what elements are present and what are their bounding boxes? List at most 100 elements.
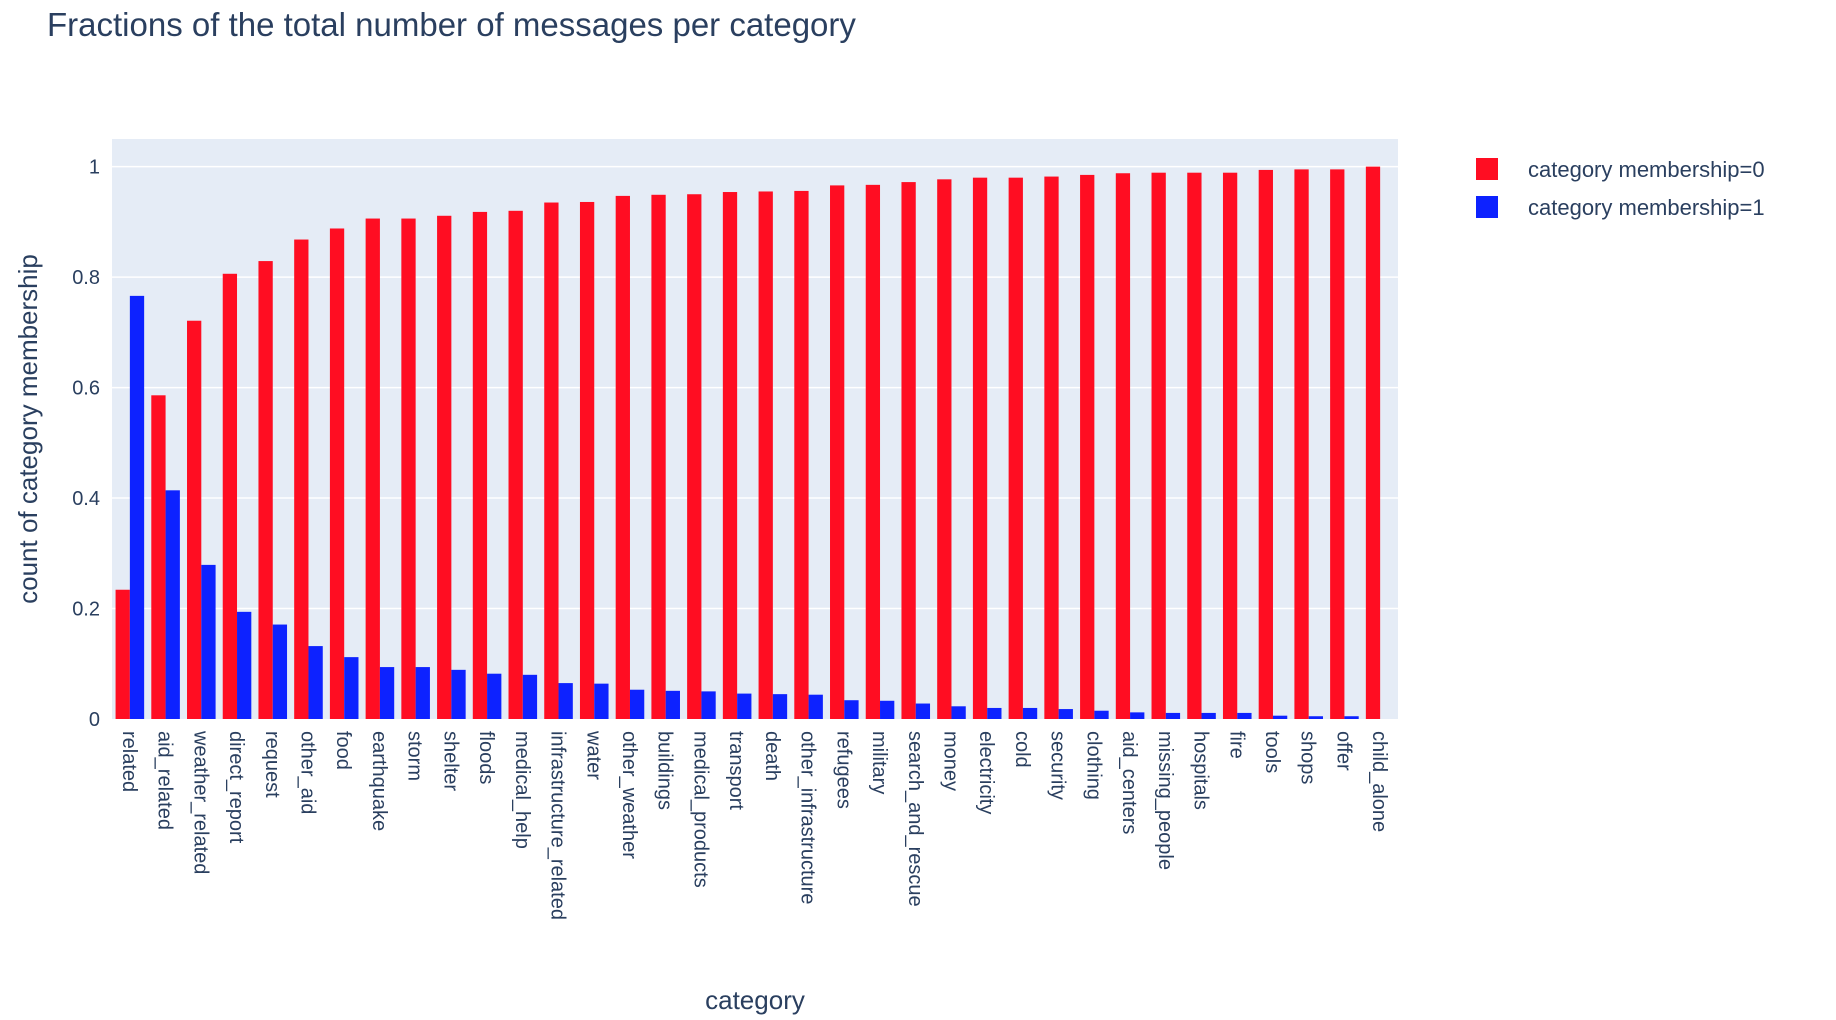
bar-membership-1[interactable] (415, 667, 430, 719)
bar-membership-1[interactable] (951, 706, 966, 719)
bar-membership-1[interactable] (1308, 716, 1323, 719)
y-axis-title: count of category membership (13, 254, 43, 604)
bar-membership-1[interactable] (772, 694, 788, 719)
bar-membership-1[interactable] (629, 689, 645, 719)
bar-membership-0[interactable] (1115, 173, 1131, 719)
bar-membership-1[interactable] (594, 683, 609, 719)
bar-membership-1[interactable] (379, 667, 395, 719)
bar-membership-1[interactable] (451, 669, 466, 719)
bar-membership-0[interactable] (1187, 172, 1202, 719)
bar-membership-0[interactable] (1151, 172, 1166, 719)
bar-membership-1[interactable] (201, 564, 216, 719)
bar-membership-0[interactable] (258, 261, 273, 719)
bar-membership-0[interactable] (151, 395, 166, 719)
bar-membership-1[interactable] (308, 646, 323, 719)
bar-membership-1[interactable] (165, 490, 180, 719)
x-tick-label: buildings (654, 731, 676, 810)
bar-membership-0[interactable] (758, 191, 773, 719)
bar-membership-1[interactable] (808, 694, 823, 719)
x-tick-label: aid_centers (1118, 731, 1140, 834)
bar-membership-1[interactable] (237, 611, 252, 719)
bar-membership-1[interactable] (1022, 707, 1038, 719)
y-tick-label: 0.4 (72, 488, 100, 510)
bar-membership-1[interactable] (344, 657, 359, 719)
bar-membership-1[interactable] (1058, 709, 1073, 719)
x-tick-label: other_weather (618, 731, 640, 859)
bar-membership-1[interactable] (701, 691, 716, 719)
plot-area (112, 139, 1398, 719)
bar-membership-1[interactable] (1165, 712, 1181, 719)
bar-membership-0[interactable] (794, 190, 809, 719)
bar-membership-0[interactable] (401, 218, 416, 720)
legend-label[interactable]: category membership=1 (1528, 195, 1765, 220)
bar-membership-0[interactable] (1365, 166, 1381, 720)
bar-membership-0[interactable] (508, 210, 523, 720)
bar-membership-1[interactable] (1272, 715, 1288, 719)
bar-membership-0[interactable] (722, 192, 738, 719)
bar-membership-0[interactable] (329, 228, 345, 719)
bar-membership-1[interactable] (1344, 716, 1359, 719)
bar-membership-1[interactable] (1094, 710, 1109, 719)
bar-membership-0[interactable] (115, 589, 130, 719)
y-axis-ticks: 0 0.2 0.4 0.6 0.8 1 (72, 157, 100, 731)
bar-membership-1[interactable] (129, 295, 145, 719)
bar-membership-1[interactable] (737, 693, 752, 719)
bar-membership-0[interactable] (865, 184, 881, 719)
bar-membership-0[interactable] (544, 202, 559, 719)
bar-membership-0[interactable] (1330, 169, 1345, 719)
x-tick-label: floods (475, 731, 497, 784)
bar-membership-0[interactable] (651, 194, 666, 720)
bar-membership-0[interactable] (1222, 172, 1238, 719)
bar-membership-1[interactable] (1130, 712, 1145, 719)
x-tick-label: military (868, 731, 890, 794)
x-tick-label: transport (725, 731, 747, 810)
x-tick-label: other_infrastructure (797, 731, 819, 904)
bar-membership-1[interactable] (915, 703, 931, 719)
legend[interactable]: category membership=0 category membership… (1476, 157, 1765, 220)
bar-membership-0[interactable] (1008, 177, 1023, 719)
bar-membership-1[interactable] (880, 700, 895, 719)
bar-membership-0[interactable] (1258, 169, 1273, 719)
bar-membership-0[interactable] (901, 182, 916, 720)
bar-membership-0[interactable] (937, 179, 952, 720)
bar-membership-0[interactable] (1044, 176, 1059, 720)
y-tick-label: 0.8 (72, 267, 100, 289)
x-tick-label: shops (1297, 731, 1319, 784)
bar-membership-0[interactable] (437, 215, 452, 719)
x-tick-label: direct_report (225, 731, 247, 844)
x-tick-label: earthquake (368, 731, 390, 831)
x-tick-label: other_aid (296, 731, 318, 814)
bar-membership-0[interactable] (187, 320, 202, 719)
bar-membership-1[interactable] (1237, 712, 1252, 719)
x-tick-label: child_alone (1368, 731, 1390, 832)
bar-membership-0[interactable] (365, 218, 380, 720)
legend-swatch[interactable] (1476, 196, 1498, 218)
bar-membership-1[interactable] (522, 674, 538, 719)
x-tick-label: hospitals (1190, 731, 1212, 810)
bar-membership-0[interactable] (1080, 174, 1095, 719)
bar-membership-0[interactable] (972, 177, 988, 719)
legend-swatch[interactable] (1476, 158, 1498, 180)
bar-membership-1[interactable] (1201, 712, 1216, 719)
bar-membership-0[interactable] (615, 195, 630, 719)
x-tick-label: water (582, 730, 604, 780)
legend-label[interactable]: category membership=0 (1528, 157, 1765, 182)
bar-membership-0[interactable] (1294, 169, 1309, 719)
bar-membership-1[interactable] (558, 683, 573, 719)
bar-membership-0[interactable] (222, 273, 238, 719)
bar-membership-0[interactable] (830, 185, 845, 719)
bar-membership-1[interactable] (272, 624, 288, 719)
x-tick-label: tools (1261, 731, 1283, 773)
bar-membership-0[interactable] (294, 239, 309, 720)
bar-membership-1[interactable] (487, 673, 502, 719)
bar-membership-1[interactable] (844, 700, 859, 719)
x-tick-label: related (118, 731, 140, 792)
bar-membership-0[interactable] (579, 201, 595, 719)
bar-membership-1[interactable] (665, 690, 680, 719)
bar-membership-0[interactable] (687, 194, 702, 719)
grid-lines (112, 165, 1398, 610)
bar-membership-0[interactable] (472, 211, 488, 719)
bar-membership-1[interactable] (987, 707, 1002, 719)
x-tick-label: death (761, 731, 783, 781)
